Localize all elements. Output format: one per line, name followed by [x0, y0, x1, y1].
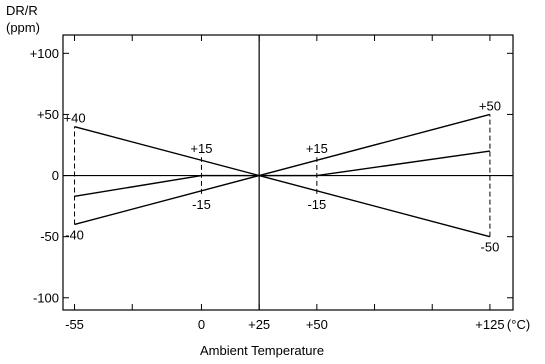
x-tick-label: 0: [198, 317, 205, 332]
x-tick-label: +125: [475, 317, 504, 332]
series-line-1: [74, 125, 491, 238]
x-axis-unit: (°C): [507, 317, 530, 332]
series-line-2: [74, 113, 491, 226]
value-annotation: -15: [307, 197, 326, 212]
y-axis-title: DR/R: [6, 3, 38, 18]
y-tick-label: +100: [30, 46, 59, 61]
y-tick-label: +50: [37, 107, 59, 122]
y-tick-label: -50: [40, 229, 59, 244]
value-annotation: -40: [65, 227, 84, 242]
value-annotation: +15: [190, 141, 212, 156]
x-tick-label: +50: [306, 317, 328, 332]
x-tick-label: -55: [65, 317, 84, 332]
series-line-3: [74, 150, 491, 198]
plot-frame: [62, 34, 514, 311]
value-annotation: +15: [306, 141, 328, 156]
y-tick-label: -100: [33, 290, 59, 305]
y-axis-unit: (ppm): [6, 20, 40, 35]
value-annotation: -15: [192, 197, 211, 212]
x-axis-title: Ambient Temperature: [200, 343, 325, 358]
value-annotation: +40: [64, 111, 86, 126]
y-tick-label: 0: [52, 168, 59, 183]
value-annotation: +50: [479, 98, 501, 113]
value-annotation: -50: [481, 240, 500, 255]
x-tick-label: +25: [248, 317, 270, 332]
